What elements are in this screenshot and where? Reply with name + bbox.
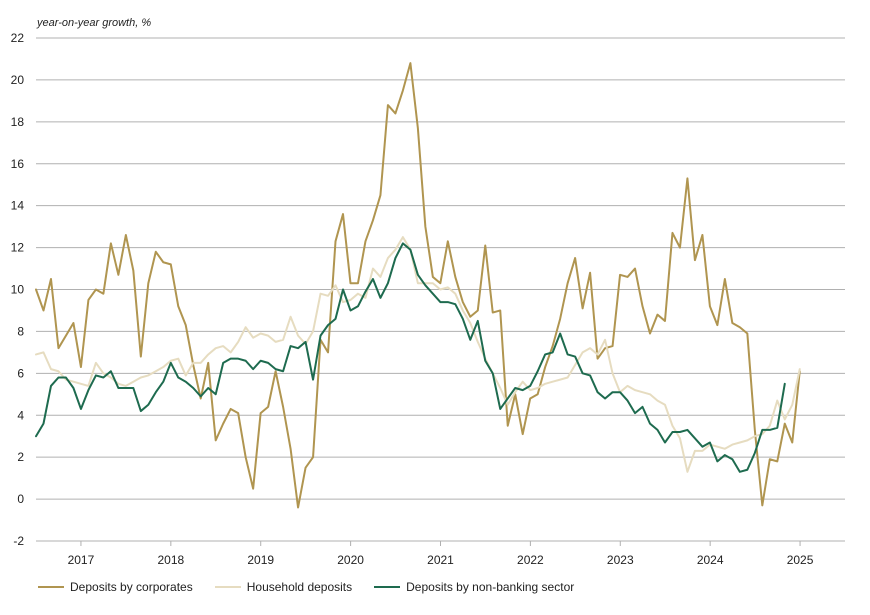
x-tick-label: 2021 [427,553,454,567]
legend-swatch-corporates [38,586,64,588]
y-tick-label: 6 [17,366,24,380]
x-axis-ticks: 2017 2018 2019 2020 2021 2022 2023 2024 2025 [68,541,814,567]
x-tick-label: 2023 [607,553,634,567]
x-tick-label: 2025 [787,553,814,567]
legend-swatch-nonbank [374,586,401,588]
x-tick-label: 2022 [517,553,544,567]
y-tick-label: 4 [17,408,24,422]
y-tick-label: 10 [11,283,25,297]
y-tick-label: 16 [11,157,25,171]
y-tick-label: 22 [11,31,25,45]
x-tick-label: 2020 [337,553,364,567]
legend-label-nonbank: Deposits by non-banking sector [406,580,575,594]
y-tick-label: 14 [11,199,25,213]
y-tick-label: 20 [11,73,25,87]
y-tick-label: -2 [13,534,24,548]
x-tick-label: 2019 [247,553,274,567]
legend-swatch-households [214,586,241,588]
legend-label-corporates: Deposits by corporates [70,580,193,594]
y-tick-label: 8 [17,324,24,338]
legend-item-corporates: Deposits by corporates [38,580,193,594]
x-tick-label: 2017 [68,553,95,567]
legend-item-nonbank: Deposits by non-banking sector [374,580,574,594]
series-line-households [35,236,801,473]
legend-label-households: Household deposits [246,580,353,594]
series-line-nonbank [35,242,786,473]
legend-item-households: Household deposits [214,580,353,594]
x-tick-label: 2018 [157,553,184,567]
series-line-corporates [35,62,801,509]
y-tick-label: 2 [17,450,24,464]
y-tick-label: 18 [11,115,25,129]
y-tick-label: 0 [17,492,24,506]
y-axis-unit-label: year-on-year growth, % [37,17,152,29]
y-tick-label: 12 [11,241,25,255]
series-lines [35,62,801,509]
legend: Deposits by corporates Household deposit… [38,580,596,594]
x-tick-label: 2024 [697,553,724,567]
